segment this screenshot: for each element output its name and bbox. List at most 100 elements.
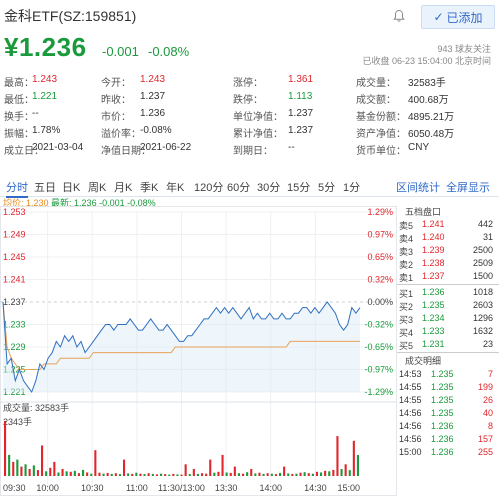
stat-label: 昨收： bbox=[101, 95, 131, 106]
volume-bar bbox=[94, 450, 97, 476]
orderbook-volume: 31 bbox=[482, 232, 493, 242]
orderbook-volume: 1296 bbox=[472, 313, 493, 323]
volume-bar bbox=[176, 474, 179, 476]
trade-time: 14:55 bbox=[399, 395, 422, 405]
volume-label: 成交量: 32583手 bbox=[3, 402, 69, 413]
volume-bar bbox=[279, 472, 282, 476]
tab-4[interactable]: 月K bbox=[114, 182, 133, 194]
volume-bar bbox=[160, 473, 163, 476]
volume-bar bbox=[242, 473, 245, 476]
trade-price: 1.235 bbox=[431, 382, 454, 392]
stat-value: 1.113 bbox=[288, 91, 313, 102]
volume-bar bbox=[237, 473, 240, 476]
orderbook-price: 1.234 bbox=[422, 313, 445, 323]
y-tick-left: 1.253 bbox=[3, 207, 26, 217]
volume-bar bbox=[90, 473, 93, 476]
added-label: 已添加 bbox=[446, 10, 483, 25]
legend-latest: 最新: 1.236 -0.001 -0.08% bbox=[51, 198, 156, 208]
tab-2[interactable]: 日K bbox=[62, 182, 81, 194]
orderbook-price: 1.231 bbox=[422, 339, 445, 349]
volume-bar bbox=[205, 473, 208, 476]
orderbook-volume: 1018 bbox=[472, 287, 493, 297]
intraday-chart[interactable]: 1.253 1.249 1.245 1.241 1.237 1.233 1.229 1.225… bbox=[0, 206, 397, 496]
x-tick: 10:00 bbox=[36, 483, 59, 493]
stat-label: 溢价率： bbox=[101, 129, 141, 140]
trade-volume: 255 bbox=[477, 447, 493, 457]
tab-5[interactable]: 季K bbox=[140, 182, 159, 194]
x-tick: 11:30/13:00 bbox=[158, 483, 205, 493]
price-change: -0.001 bbox=[102, 44, 139, 59]
volume-bar bbox=[69, 471, 72, 476]
volume-bar bbox=[336, 436, 339, 476]
stat-label: 成交量： bbox=[356, 78, 396, 89]
orderbook-price: 1.237 bbox=[422, 271, 445, 281]
stat-label: 累计净值： bbox=[233, 129, 283, 140]
stats-row: 最低： 1.221 昨收： 1.237 跌停： 1.113 成交额： 400.68万 bbox=[4, 90, 496, 107]
volume-bar bbox=[155, 474, 158, 476]
stat-label: 成交额： bbox=[356, 95, 396, 106]
volume-bar bbox=[332, 469, 335, 476]
x-tick: 09:30 bbox=[3, 483, 26, 493]
stat-value: -0.08% bbox=[140, 125, 172, 136]
volume-bar bbox=[356, 454, 359, 476]
y-tick-left: 1.233 bbox=[3, 320, 26, 330]
volume-bar bbox=[188, 474, 191, 476]
orderbook-row: 卖2 1.238 2509 bbox=[397, 257, 499, 270]
follower-count[interactable]: 943 球友关注 bbox=[437, 44, 491, 54]
stat-value: 2021-03-04 bbox=[32, 142, 84, 153]
added-button[interactable]: ✓ 已添加 bbox=[421, 5, 495, 29]
stats-row: 振幅： 1.78% 溢价率： -0.08% 累计净值： 1.237 资产净值： 6050.48… bbox=[4, 124, 496, 141]
volume-bar bbox=[164, 474, 167, 476]
orderbook-level: 买1 bbox=[399, 289, 414, 299]
volume-bar bbox=[348, 470, 351, 476]
volume-bar bbox=[233, 466, 236, 476]
tab-11[interactable]: 5分 bbox=[318, 182, 336, 194]
right-panel: 五档盘口 卖5 1.241 442 卖4 1.240 31 卖3 1.239 2500 卖2 1.23… bbox=[397, 206, 499, 459]
trade-volume: 157 bbox=[477, 434, 493, 444]
volume-bar bbox=[352, 440, 355, 476]
fullscreen-link[interactable]: 全屏显示 bbox=[446, 182, 490, 194]
orderbook-volume: 2603 bbox=[472, 300, 493, 310]
tab-9[interactable]: 30分 bbox=[257, 182, 281, 194]
volume-bar bbox=[28, 469, 31, 476]
current-price: ¥1.236 bbox=[4, 32, 87, 62]
stat-value: 1.237 bbox=[288, 108, 314, 119]
stat-label: 跌停： bbox=[233, 95, 263, 106]
trade-time: 14:56 bbox=[399, 421, 422, 431]
stat-label: 振幅： bbox=[4, 129, 34, 140]
tab-12[interactable]: 1分 bbox=[343, 182, 361, 194]
orderbook-title: 五档盘口 bbox=[405, 207, 442, 217]
volume-bar bbox=[196, 473, 199, 476]
range-stats-link[interactable]: 区间统计 bbox=[396, 182, 440, 194]
stat-value: 1.243 bbox=[140, 74, 166, 85]
volume-bar bbox=[102, 473, 105, 476]
tab-10[interactable]: 15分 bbox=[287, 182, 311, 194]
tab-3[interactable]: 周K bbox=[88, 182, 107, 194]
volume-bar bbox=[299, 472, 302, 476]
trade-volume: 7 bbox=[487, 369, 493, 379]
volume-bar bbox=[114, 473, 117, 476]
chart-legend: 均价: 1.230 最新: 1.236 -0.001 -0.08% bbox=[3, 196, 156, 209]
volume-bar bbox=[20, 466, 23, 476]
y-tick-left: 1.237 bbox=[3, 297, 26, 307]
orderbook-level: 买2 bbox=[399, 302, 414, 312]
stat-label: 今开： bbox=[101, 78, 131, 89]
trade-price: 1.235 bbox=[431, 395, 454, 405]
tab-7[interactable]: 120分 bbox=[194, 182, 224, 194]
y-tick-left: 1.249 bbox=[3, 230, 26, 240]
trade-row: 14:56 1.236 157 bbox=[397, 433, 499, 446]
orderbook-row: 买5 1.231 23 bbox=[397, 338, 499, 351]
y-tick-right: -1.29% bbox=[364, 387, 393, 397]
bell-icon[interactable] bbox=[392, 9, 406, 23]
volume-bar bbox=[274, 474, 277, 476]
trade-row: 15:00 1.236 255 bbox=[397, 446, 499, 459]
stat-label: 单位净值： bbox=[233, 112, 283, 123]
tab-0[interactable]: 分时 bbox=[6, 179, 28, 198]
tab-6[interactable]: 年K bbox=[166, 182, 185, 194]
tab-8[interactable]: 60分 bbox=[227, 182, 251, 194]
volume-max-label: 2343手 bbox=[3, 416, 32, 427]
tab-1[interactable]: 五日 bbox=[34, 182, 56, 194]
trade-volume: 8 bbox=[487, 421, 493, 431]
volume-bar bbox=[324, 470, 327, 476]
orderbook-level: 买5 bbox=[399, 341, 414, 351]
